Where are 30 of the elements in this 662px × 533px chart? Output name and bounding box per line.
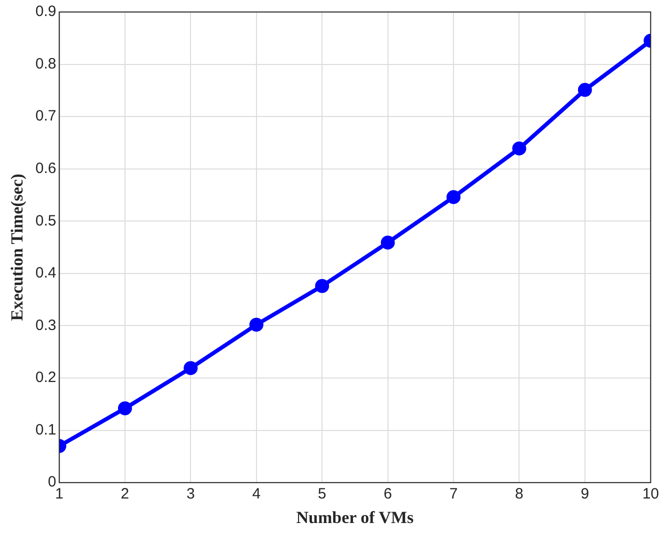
point — [184, 361, 198, 376]
x-tick-label: 7 — [449, 486, 458, 503]
point — [249, 318, 264, 332]
point — [578, 82, 592, 97]
point — [512, 141, 526, 156]
x-tick-label: 1 — [55, 486, 64, 503]
point — [118, 401, 132, 416]
y-tick-label: 0.3 — [35, 316, 56, 334]
y-tick-label: 0.1 — [35, 421, 56, 438]
x-tick-label: 9 — [580, 486, 590, 503]
x-tick-label: 10 — [642, 486, 659, 503]
y-tick-label: 0.4 — [35, 264, 56, 282]
y-tick-label: 0.6 — [35, 160, 56, 178]
x-tick-label: 6 — [384, 486, 392, 503]
y-axis-title: Execution Time(sec) — [8, 174, 27, 321]
x-axis-title: Number of VMs — [296, 508, 414, 528]
point — [315, 278, 330, 293]
x-tick-label: 8 — [515, 486, 524, 503]
point — [446, 190, 461, 204]
y-tick-label: 0.9 — [35, 3, 56, 20]
y-tick-label: 0.5 — [35, 212, 56, 230]
y-tick-label: 0.8 — [35, 55, 56, 72]
x-tick-label: 3 — [186, 486, 195, 503]
x-tick-label: 5 — [318, 486, 326, 503]
x-tick-label: 2 — [120, 486, 130, 503]
y-tick-label: 0 — [48, 474, 56, 491]
x-tick-label: 4 — [252, 486, 261, 503]
y-tick-label: 0.2 — [35, 369, 56, 386]
y-tick-label: 0.7 — [35, 108, 56, 125]
point — [380, 236, 395, 250]
